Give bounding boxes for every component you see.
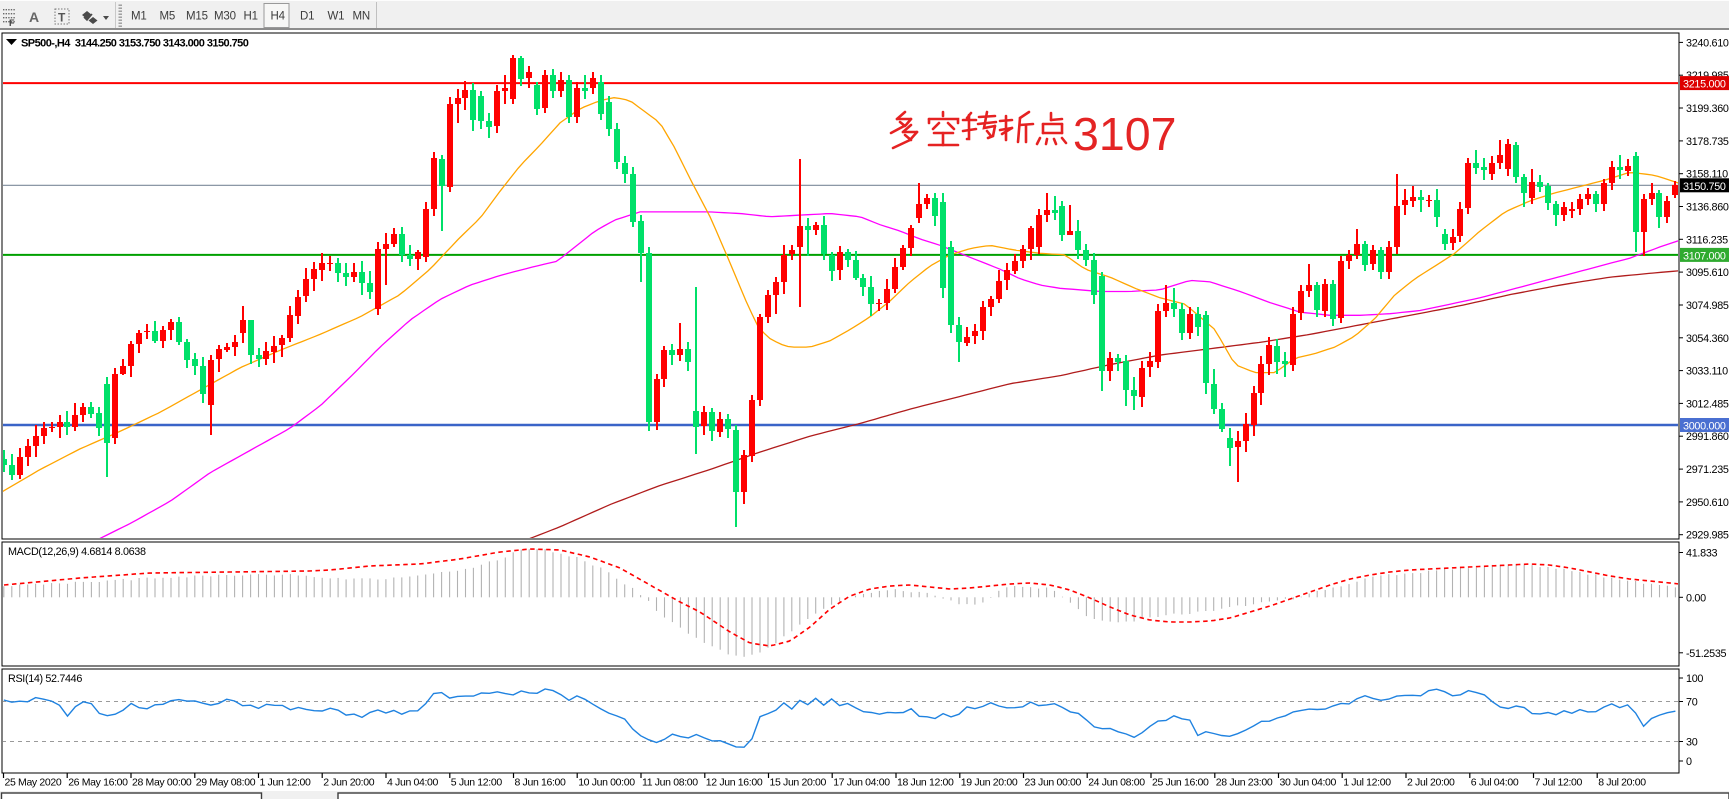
- svg-text:3116.235: 3116.235: [1686, 234, 1728, 246]
- svg-text:0: 0: [1686, 756, 1692, 768]
- svg-text:F: F: [9, 18, 15, 28]
- svg-text:M1: M1: [131, 11, 147, 23]
- svg-text:2 Jul 20:00: 2 Jul 20:00: [1407, 777, 1455, 789]
- svg-text:23 Jun 00:00: 23 Jun 00:00: [1025, 777, 1082, 789]
- svg-text:0.00: 0.00: [1686, 592, 1706, 604]
- svg-text:3178.735: 3178.735: [1686, 136, 1729, 148]
- svg-text:26 May 16:00: 26 May 16:00: [68, 777, 128, 789]
- svg-text:25 May 2020: 25 May 2020: [5, 777, 62, 789]
- svg-text:30 Jun 04:00: 30 Jun 04:00: [1280, 777, 1337, 789]
- svg-text:30: 30: [1686, 737, 1698, 749]
- svg-text:18 Jun 12:00: 18 Jun 12:00: [897, 777, 954, 789]
- svg-text:3136.860: 3136.860: [1686, 202, 1729, 214]
- svg-text:RSI(14) 52.7446: RSI(14) 52.7446: [8, 673, 82, 685]
- svg-text:28 May 00:00: 28 May 00:00: [132, 777, 192, 789]
- svg-text:MN: MN: [353, 11, 371, 23]
- svg-text:4 Jun 04:00: 4 Jun 04:00: [387, 777, 439, 789]
- svg-text:M5: M5: [160, 11, 176, 23]
- svg-text:11 Jun 08:00: 11 Jun 08:00: [642, 777, 698, 789]
- svg-text:28 Jun 23:00: 28 Jun 23:00: [1216, 777, 1273, 789]
- svg-text:24 Jun 08:00: 24 Jun 08:00: [1088, 777, 1145, 789]
- svg-text:MACD(12,26,9) 4.6814 8.0638: MACD(12,26,9) 4.6814 8.0638: [8, 546, 146, 558]
- svg-text:2991.860: 2991.860: [1686, 431, 1729, 443]
- svg-text:3074.985: 3074.985: [1686, 300, 1729, 312]
- svg-text:T: T: [58, 11, 66, 25]
- svg-text:2950.610: 2950.610: [1686, 497, 1729, 509]
- svg-text:15 Jun 20:00: 15 Jun 20:00: [770, 777, 827, 789]
- svg-text:W1: W1: [328, 11, 345, 23]
- svg-text:3054.360: 3054.360: [1686, 333, 1729, 345]
- svg-text:A: A: [29, 9, 39, 25]
- svg-text:19 Jun 20:00: 19 Jun 20:00: [961, 777, 1018, 789]
- svg-text:17 Jun 04:00: 17 Jun 04:00: [833, 777, 890, 789]
- svg-text:3012.485: 3012.485: [1686, 398, 1729, 410]
- svg-text:5 Jun 12:00: 5 Jun 12:00: [451, 777, 503, 789]
- svg-text:29 May 08:00: 29 May 08:00: [196, 777, 256, 789]
- svg-text:3150.750: 3150.750: [1683, 181, 1726, 193]
- svg-text:3000.000: 3000.000: [1683, 421, 1726, 433]
- svg-text:H1: H1: [244, 11, 258, 23]
- svg-text:2971.235: 2971.235: [1686, 464, 1729, 476]
- svg-text:M15: M15: [186, 11, 208, 23]
- svg-text:8 Jun 16:00: 8 Jun 16:00: [515, 777, 567, 789]
- svg-text:2929.985: 2929.985: [1686, 530, 1729, 542]
- svg-text:2 Jun 20:00: 2 Jun 20:00: [323, 777, 375, 789]
- svg-text:1 Jun 12:00: 1 Jun 12:00: [260, 777, 312, 789]
- svg-text:8 Jul 20:00: 8 Jul 20:00: [1598, 777, 1646, 789]
- svg-text:3199.360: 3199.360: [1686, 103, 1729, 115]
- svg-text:3215.000: 3215.000: [1683, 79, 1726, 91]
- svg-text:3107.000: 3107.000: [1683, 250, 1726, 262]
- svg-text:6 Jul 04:00: 6 Jul 04:00: [1471, 777, 1519, 789]
- svg-text:3033.110: 3033.110: [1686, 366, 1728, 378]
- svg-text:3158.110: 3158.110: [1686, 169, 1728, 181]
- svg-text:M30: M30: [214, 11, 236, 23]
- svg-text:3240.610: 3240.610: [1686, 37, 1729, 49]
- svg-text:D1: D1: [300, 11, 314, 23]
- svg-text:10 Jun 00:00: 10 Jun 00:00: [578, 777, 635, 789]
- svg-text:70: 70: [1686, 697, 1698, 709]
- svg-text:SP500-,H4 3144.250 3153.750 3: SP500-,H4 3144.250 3153.750 3143.000 315…: [21, 38, 249, 50]
- svg-text:-51.2535: -51.2535: [1686, 648, 1727, 660]
- svg-text:H4: H4: [271, 11, 286, 23]
- svg-text:25 Jun 16:00: 25 Jun 16:00: [1152, 777, 1209, 789]
- svg-text:3095.610: 3095.610: [1686, 267, 1729, 279]
- svg-text:7 Jul 12:00: 7 Jul 12:00: [1535, 777, 1583, 789]
- svg-text:100: 100: [1686, 673, 1703, 685]
- svg-text:3107: 3107: [1073, 108, 1176, 160]
- svg-text:41.833: 41.833: [1686, 548, 1718, 560]
- svg-text:1 Jul 12:00: 1 Jul 12:00: [1343, 777, 1391, 789]
- svg-text:12 Jun 16:00: 12 Jun 16:00: [706, 777, 763, 789]
